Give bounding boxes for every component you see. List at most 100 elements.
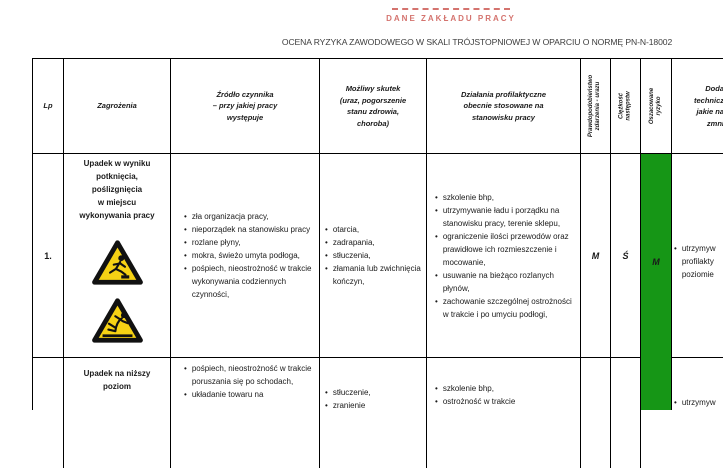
bullet-text: pośpiech, nieostrożność w trakcie wykony… [191,264,312,299]
bullet-text: utrzymywanie ładu i porządku na stanowis… [442,205,561,228]
slippery-surface-warning-icon [91,298,143,343]
text-line: jakie na [696,107,723,116]
bullet-glyph: • [435,192,438,202]
bullet-item: • stłuczenie, [325,386,422,399]
text-line: poziomie [681,270,714,279]
bullet-item: • zachowanie szczególnej ostrożności w tr… [435,295,574,321]
bullet-text: ograniczenie ilości przewodów oraz prawi… [442,231,569,267]
bullet-glyph: • [435,205,438,215]
bullet-item: • zadrapania, [325,236,422,249]
row2-lp-cell [33,358,64,468]
bullet-text: rozlane płyny, [191,238,241,247]
header-risk-label: Oszacowane ryzyko [649,87,663,125]
bullet-glyph: • [325,225,328,234]
bullet-item: • szkolenie bhp, [435,191,574,204]
header-severity: Ciężkość następstw [611,59,641,154]
bullet-text: nieporządek na stanowisku pracy [191,225,311,234]
row2-additional-cell: • utrzymyw [672,358,723,468]
bullet-text: ostrożność w trakcie [442,397,516,406]
bullet-item: • nieporządek na stanowisku pracy [184,223,313,236]
row1-severity-cell: Ś [611,154,641,358]
bullet-text: pośpiech, nieostrożność w trakcie porusz… [191,364,312,386]
bullet-text: układanie towaru na [191,390,264,399]
letterhead-block: DANE ZAKŁADU PRACY [385,8,517,23]
text-line: zmni [706,118,723,128]
row1-probability-cell: M [581,154,611,358]
row2-additional-fragments: utrzymyw [682,396,723,409]
row2-hazard-cell: Upadek na niższy poziom [64,358,171,468]
bullet-glyph: • [184,225,187,234]
bullet-text: stłuczenie, [332,388,371,397]
header-probability: Prawdopodobieństwo zdarzenia - urazu [581,59,611,154]
bullet-item: • rozlane płyny, [184,236,313,249]
row1-additional-cell: • utrzymyw profilakty poziomie [672,154,723,358]
header-source: Źródło czynnika – przy jakiej pracy wyst… [171,59,320,154]
row2-severity-cell [611,358,641,468]
bullet-glyph: • [325,238,328,247]
bullet-item: • ostrożność w trakcie [435,395,574,408]
bullet-glyph: • [435,296,438,306]
header-hazard: Zagrożenia [64,59,171,154]
bullet-glyph: • [184,264,187,273]
row1-lp: 1. [44,250,52,261]
text-line: utrzymyw [681,398,716,407]
header-lp: Lp [33,59,64,154]
bullet-text: zła organizacja pracy, [191,212,269,221]
header-effect: Możliwy skutek (uraz, pogorszenie stanu … [320,59,427,154]
bullet-glyph: • [325,251,328,260]
bullet-item: • stłuczenia, [325,249,422,262]
row2-prevention-cell: • szkolenie bhp, • ostrożność w trakcie [427,358,581,468]
bullet-item: • usuwanie na bieżąco rozlanych płynów, [435,269,574,295]
risk-table: Lp Zagrożenia Źródło czynnika – przy jak… [32,58,723,468]
row2-source-cell: • pośpiech, nieostrożność w trakcie porus… [171,358,320,468]
bullet-glyph: • [435,384,438,393]
bullet-text: mokra, świeżo umyta podłoga, [191,251,300,260]
header-additional-actions: Doda technicz jakie na zmni [672,59,723,154]
row1-probability-value: M [591,250,600,261]
text-line: profilakty [681,257,714,266]
header-probability-label: Prawdopodobieństwo zdarzenia - urazu [588,74,602,138]
row1-hazard-cell: Upadek w wyniku potknięcia, poślizgnięci… [64,154,171,358]
document-title: OCENA RYZYKA ZAWODOWEGO W SKALI TRÓJSTOP… [281,37,673,47]
bullet-item: • układanie towaru na [184,388,313,401]
bullet-item: • zła organizacja pracy, [184,210,313,223]
bullet-glyph: • [674,398,677,407]
bullet-glyph: • [184,212,187,221]
bullet-item: • zranienie [325,399,422,412]
bullet-glyph: • [435,231,438,241]
bullet-item: • szkolenie bhp, [435,382,574,395]
text-line: technicz [693,95,723,105]
row1-prevention-cell: • szkolenie bhp, • utrzymywanie ładu i porz… [427,154,581,358]
bullet-glyph: • [325,401,328,410]
row1-source-cell: • zła organizacja pracy, • nieporządek na s… [171,154,320,358]
header-severity-label: Ciężkość następstw [618,91,632,121]
bullet-glyph: • [325,388,328,397]
bullet-glyph: • [435,397,438,406]
risk-assessment-document: DANE ZAKŁADU PRACY OCENA RYZYKA ZAWODOWE… [32,8,723,468]
row1-severity-value: Ś [622,250,629,261]
letterhead-dashed-line [392,8,510,10]
bullet-text: otarcia, [332,225,360,234]
bullet-text: szkolenie bhp, [442,384,494,393]
header-risk: Oszacowane ryzyko [641,59,672,154]
bullet-item: • utrzymywanie ładu i porządku na stanowi… [435,204,574,230]
bullet-text: zadrapania, [332,238,375,247]
bullet-glyph: • [674,244,677,253]
bullet-item: • mokra, świeżo umyta podłoga, [184,249,313,262]
row1-effect-cell: • otarcia, • zadrapania, • stłuczenia, • złaman… [320,154,427,358]
bullet-glyph: • [435,270,438,280]
risk-column-green: M [641,154,672,410]
bullet-glyph: • [184,364,187,373]
bullet-text: zranienie [332,401,366,410]
bullet-item: • pośpiech, nieostrożność w trakcie wykon… [184,262,313,301]
bullet-item: • złamania lub zwichnięcia kończyn, [325,262,422,288]
bullet-item: • otarcia, [325,223,422,236]
row1-hazard-text: Upadek w wyniku potknięcia, poślizgnięci… [79,159,155,220]
bullet-glyph: • [184,251,187,260]
text-line: Doda [705,84,723,93]
bullet-text: złamania lub zwichnięcia kończyn, [332,264,421,286]
row2-hazard-text: Upadek na niższy poziom [83,369,151,391]
bullet-glyph: • [325,264,328,273]
text-line: utrzymyw [681,244,716,253]
bullet-item: • ograniczenie ilości przewodów oraz praw… [435,230,574,269]
